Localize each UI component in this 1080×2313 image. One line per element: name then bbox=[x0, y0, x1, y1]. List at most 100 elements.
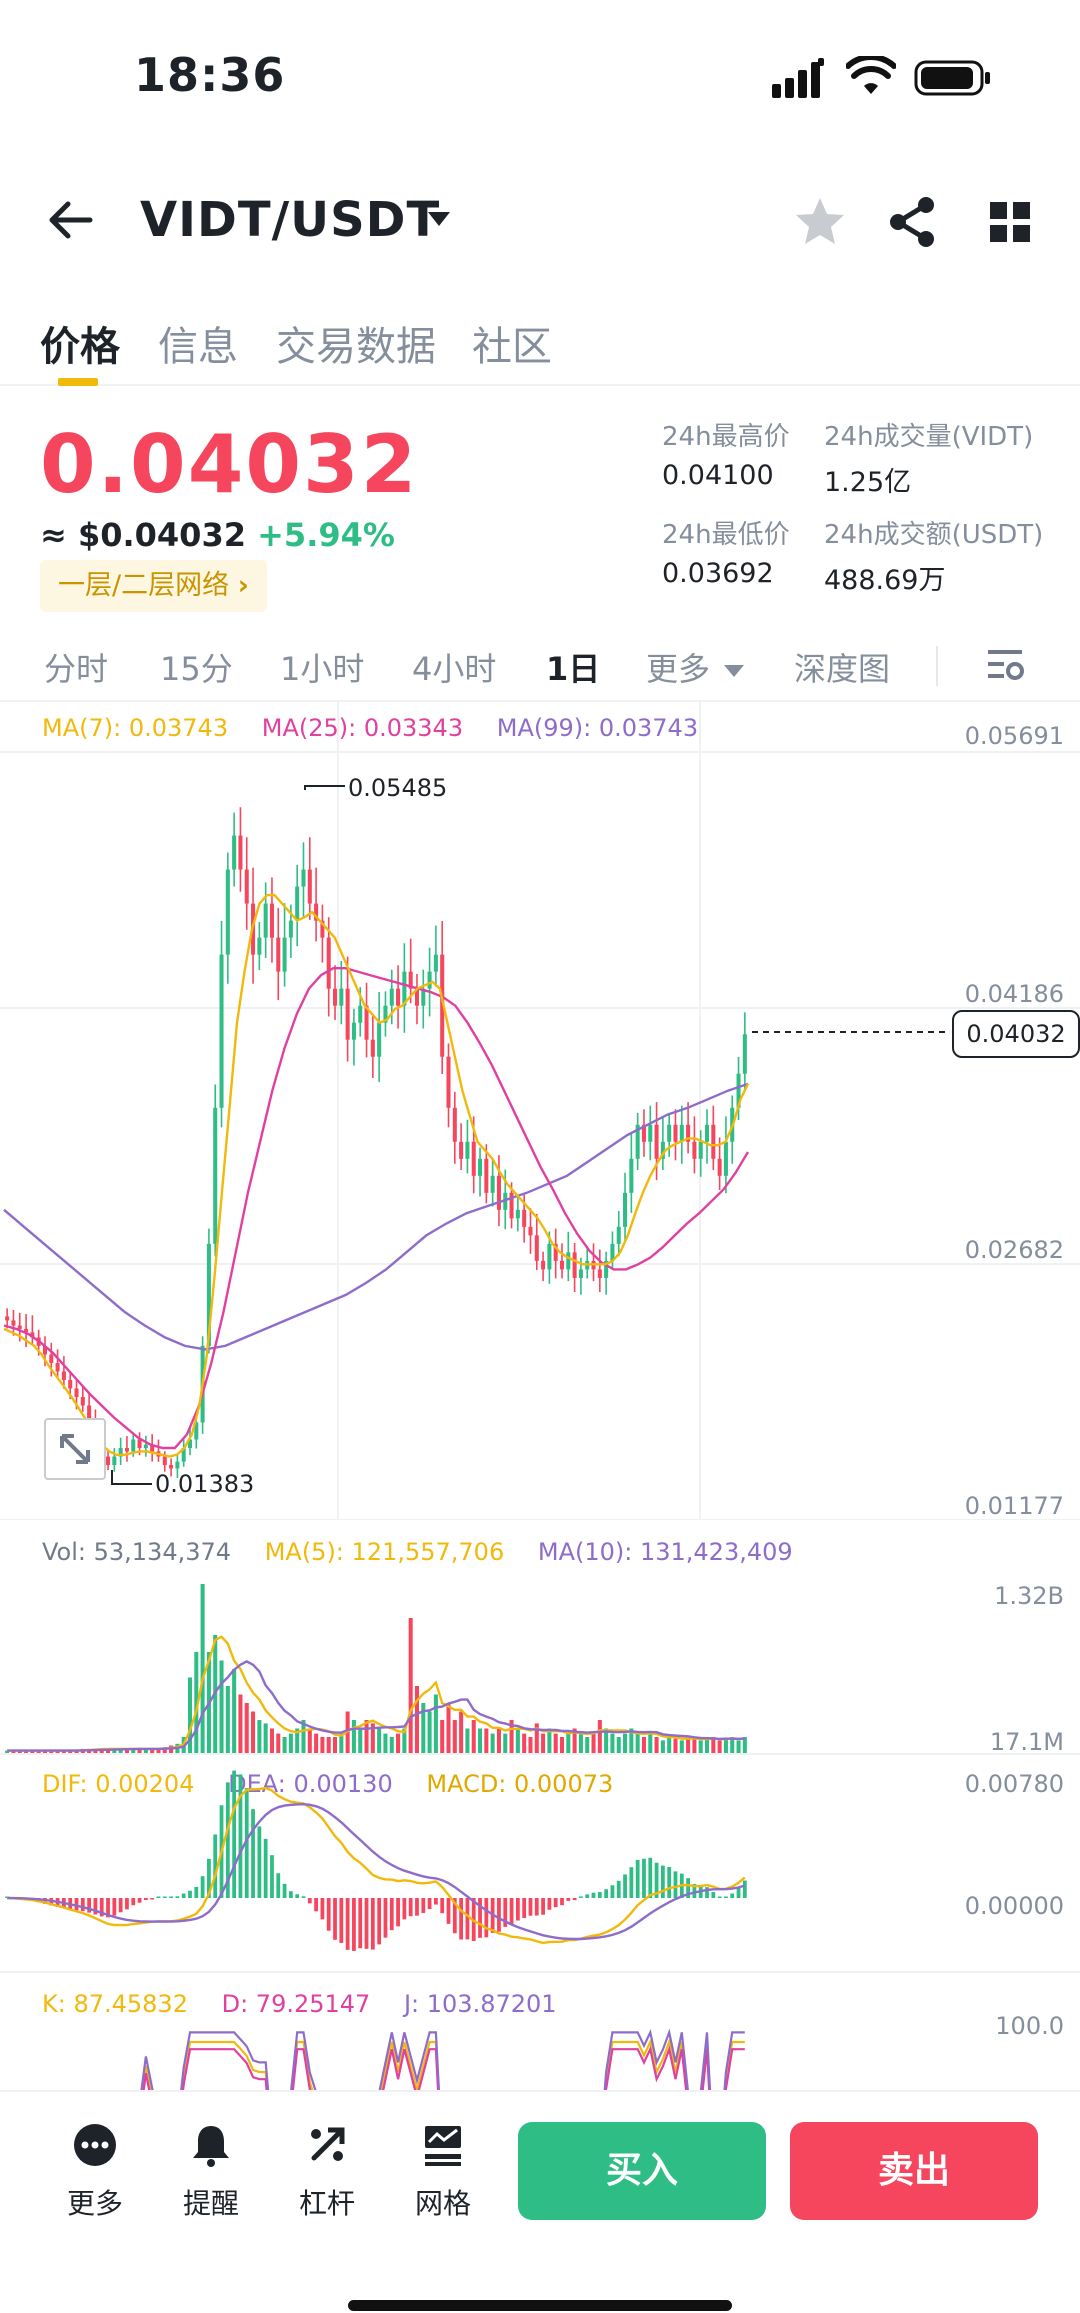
macd-histogram-bar bbox=[434, 1898, 438, 1905]
volume-bar bbox=[547, 1728, 552, 1754]
candle-body bbox=[389, 988, 394, 1006]
volume-bar bbox=[414, 1686, 420, 1754]
price-usd: ≈ $0.04032 bbox=[40, 516, 246, 554]
kdj-indicator-legend: K: 87.45832 D: 79.25147 J: 103.87201 bbox=[42, 1990, 557, 2018]
volume-bar bbox=[276, 1733, 281, 1754]
interval-1d[interactable]: 1日 bbox=[546, 650, 601, 688]
candle-body bbox=[742, 1034, 747, 1074]
candle-body bbox=[5, 1316, 10, 1321]
candle-body bbox=[616, 1226, 621, 1244]
share-icon[interactable] bbox=[882, 192, 942, 252]
main-indicator-legend: MA(7): 0.03743 MA(25): 0.03343 MA(99): 0… bbox=[42, 714, 698, 742]
interval-bar: 分时 15分 1小时 4小时 1日 更多 深度图 bbox=[0, 630, 1080, 702]
volume-bar bbox=[251, 1711, 256, 1754]
candle-body bbox=[604, 1260, 609, 1278]
interval-depth-chart[interactable]: 深度图 bbox=[794, 650, 891, 688]
candle-body bbox=[30, 1332, 35, 1338]
interval-timeshare[interactable]: 分时 bbox=[44, 650, 109, 688]
fullscreen-button[interactable] bbox=[44, 1418, 106, 1480]
macd-histogram-bar bbox=[87, 1898, 92, 1913]
volume-bar bbox=[169, 1745, 174, 1754]
macd-histogram-bar bbox=[402, 1898, 407, 1920]
candle-body bbox=[402, 971, 407, 1006]
volume-bar bbox=[692, 1738, 697, 1754]
volume-bar bbox=[522, 1733, 527, 1754]
tab-trading-data[interactable]: 交易数据 bbox=[276, 324, 436, 370]
volume-bar bbox=[137, 1748, 142, 1754]
candle-body bbox=[276, 937, 281, 972]
candle-body bbox=[522, 1209, 527, 1227]
buy-button[interactable]: 买入 bbox=[518, 2122, 766, 2220]
grid-menu-icon[interactable] bbox=[980, 192, 1040, 252]
candle-body bbox=[648, 1124, 653, 1142]
leverage-button[interactable]: 杠杆 bbox=[282, 2122, 372, 2222]
volume-bar bbox=[597, 1720, 602, 1754]
volume-bar bbox=[566, 1733, 571, 1754]
candle-body bbox=[478, 1158, 483, 1176]
candle-body bbox=[396, 988, 401, 1006]
interval-4h[interactable]: 4小时 bbox=[412, 650, 497, 688]
interval-1h[interactable]: 1小时 bbox=[280, 650, 365, 688]
ma99-line bbox=[3, 1082, 749, 1351]
tab-price[interactable]: 价格 bbox=[40, 324, 120, 370]
volume-bar bbox=[686, 1737, 691, 1754]
macd-histogram-bar bbox=[711, 1891, 716, 1898]
candle-body bbox=[238, 835, 243, 870]
candle-body bbox=[49, 1354, 54, 1363]
candle-body bbox=[370, 1039, 375, 1057]
volume-bar bbox=[427, 1711, 432, 1754]
volume-bar bbox=[200, 1584, 205, 1754]
macd-histogram-bar bbox=[270, 1855, 274, 1898]
stat-volume-base-value: 1.25亿 bbox=[824, 467, 912, 498]
candle-body bbox=[162, 1456, 167, 1466]
price-axis-label-3: 0.02682 bbox=[964, 1236, 1064, 1264]
sell-button[interactable]: 卖出 bbox=[790, 2122, 1038, 2220]
macd-histogram-bar bbox=[597, 1892, 602, 1898]
network-badge[interactable]: 一层/二层网络 › bbox=[40, 560, 267, 612]
kdj-k-label: K: 87.45832 bbox=[42, 1990, 188, 2018]
candle-body bbox=[187, 1439, 193, 1449]
tab-info[interactable]: 信息 bbox=[158, 324, 238, 370]
alert-button[interactable]: 提醒 bbox=[166, 2122, 256, 2222]
volume-bar bbox=[307, 1728, 312, 1754]
candle-body bbox=[358, 1005, 363, 1023]
volume-bar bbox=[623, 1733, 628, 1754]
vol-label: Vol: 53,134,374 bbox=[42, 1538, 232, 1566]
candlestick-chart[interactable]: 0.05485 0.01383 bbox=[0, 700, 1080, 1520]
candle-body bbox=[673, 1124, 678, 1142]
macd-histogram-bar bbox=[440, 1898, 445, 1914]
macd-histogram-bar bbox=[156, 1896, 161, 1898]
candle-body bbox=[288, 920, 293, 938]
volume-bar bbox=[301, 1720, 306, 1754]
more-button[interactable]: 更多 bbox=[50, 2122, 140, 2222]
candle-body bbox=[528, 1226, 533, 1236]
trading-pair-title[interactable]: VIDT/USDT bbox=[140, 192, 441, 248]
candle-body bbox=[345, 988, 350, 1040]
macd-histogram-bar bbox=[232, 1770, 237, 1898]
volume-bar bbox=[528, 1737, 533, 1754]
interval-more[interactable]: 更多 bbox=[646, 644, 745, 690]
pair-dropdown-caret-icon[interactable] bbox=[428, 212, 450, 226]
chart-settings-icon[interactable] bbox=[986, 644, 1026, 684]
volume-bar bbox=[515, 1728, 520, 1754]
candle-body bbox=[459, 1141, 464, 1159]
volume-bar bbox=[440, 1720, 445, 1754]
stat-volume-quote-label: 24h成交额(USDT) bbox=[824, 520, 1044, 550]
candle-body bbox=[711, 1124, 716, 1159]
tab-community[interactable]: 社区 bbox=[472, 324, 552, 370]
macd-histogram-bar bbox=[238, 1774, 243, 1898]
macd-histogram-bar bbox=[465, 1898, 470, 1940]
volume-bar bbox=[389, 1737, 394, 1754]
candle-body bbox=[169, 1465, 174, 1469]
grid-trading-button[interactable]: 网格 bbox=[398, 2122, 488, 2222]
back-arrow-icon[interactable] bbox=[40, 190, 100, 250]
macd-histogram-bar bbox=[648, 1857, 653, 1898]
kdj-d-label: D: 79.25147 bbox=[221, 1990, 371, 2018]
macd-histogram-bar bbox=[207, 1858, 211, 1898]
interval-15m[interactable]: 15分 bbox=[160, 650, 233, 688]
candle-body bbox=[232, 835, 237, 870]
favorite-star-icon[interactable] bbox=[790, 192, 850, 252]
wifi-icon bbox=[846, 56, 896, 94]
volume-bar bbox=[49, 1750, 54, 1754]
volume-bar bbox=[11, 1750, 16, 1754]
